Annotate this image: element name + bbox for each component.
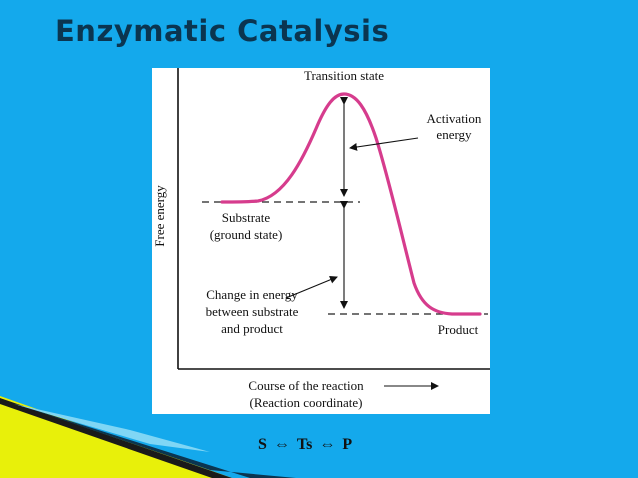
change-pointer	[285, 275, 338, 299]
light-blue-swoosh	[14, 404, 210, 452]
change-label-line-3: and product	[221, 321, 283, 336]
activation-pointer	[349, 137, 419, 151]
equilibrium-arrow-icon: ⇔	[319, 436, 336, 453]
activation-label-line-1: Activation	[427, 111, 482, 126]
reaction-equation: S ⇔ Ts ⇔ P	[258, 436, 352, 454]
equation-substrate: S	[258, 436, 267, 453]
product-label: Product	[438, 322, 479, 337]
transition-state-label: Transition state	[304, 68, 384, 83]
equilibrium-arrow-icon: ⇔	[273, 436, 290, 453]
activation-label-line-2: energy	[436, 127, 472, 142]
change-label-line-2: between substrate	[206, 304, 299, 319]
energy-diagram: Free energy Transition state Activation …	[152, 68, 490, 410]
equation-transition-state: Ts	[296, 436, 313, 453]
energy-curve	[220, 92, 482, 316]
change-label-line-1: Change in energy	[206, 287, 298, 302]
equation-product: P	[342, 436, 353, 453]
y-axis-label: Free energy	[152, 185, 167, 247]
substrate-label-line-1: Substrate	[222, 210, 271, 225]
slide-title: Enzymatic Catalysis	[55, 14, 390, 48]
energy-diagram-panel: Free energy Transition state Activation …	[152, 68, 490, 414]
x-axis-label-line-1: Course of the reaction	[248, 378, 364, 393]
x-axis-label-line-2: (Reaction coordinate)	[250, 395, 363, 410]
substrate-label-line-2: (ground state)	[210, 227, 283, 242]
